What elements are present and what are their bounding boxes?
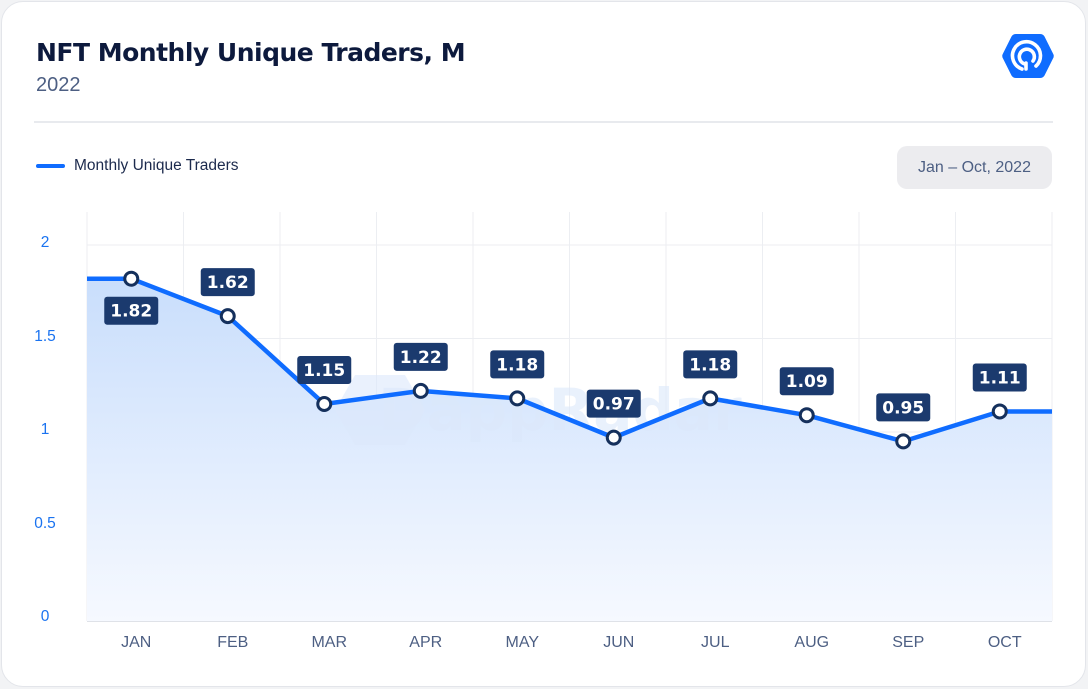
data-label-box: [200, 268, 255, 297]
series-line: [87, 276, 1052, 444]
data-label-box: [586, 389, 641, 418]
legend-item[interactable]: Monthly Unique Traders: [36, 157, 239, 175]
y-tick-label: 1.5: [34, 327, 56, 345]
x-tick-label: SEP: [892, 634, 925, 651]
data-label-text: 1.15: [303, 361, 345, 381]
data-point[interactable]: [412, 382, 429, 399]
data-point[interactable]: [895, 433, 912, 450]
data-label-text: 1.09: [786, 372, 828, 392]
data-label-text: 0.95: [882, 398, 924, 418]
data-label-text: 0.97: [593, 395, 635, 415]
y-tick-label: 1: [40, 421, 50, 439]
data-label-box: [393, 342, 448, 371]
x-tick-label: MAR: [311, 634, 348, 651]
data-label-box: [297, 355, 352, 384]
data-point[interactable]: [219, 308, 236, 325]
data-label-box: [972, 363, 1027, 392]
x-tick-label: JAN: [121, 634, 152, 651]
data-label-text: 1.22: [400, 348, 442, 368]
data-point[interactable]: [798, 407, 815, 424]
data-point[interactable]: [316, 395, 333, 412]
y-tick-label: 0.5: [34, 514, 56, 532]
x-tick-label: MAY: [505, 634, 539, 651]
chart-title: NFT Monthly Unique Traders, M: [36, 38, 466, 67]
data-point[interactable]: [702, 390, 719, 407]
data-label-box: [876, 393, 931, 422]
date-range-badge[interactable]: Jan – Oct, 2022: [897, 146, 1052, 189]
data-label-box: [490, 350, 545, 379]
area-fill: [87, 278, 1052, 621]
data-point[interactable]: [123, 270, 140, 287]
x-tick-label: APR: [409, 634, 443, 651]
x-tick-label: OCT: [987, 634, 1022, 651]
data-label-text: 1.62: [207, 273, 249, 293]
data-label-text: 1.18: [496, 355, 538, 375]
x-tick-label: JUN: [603, 634, 635, 651]
x-tick-label: JUL: [701, 634, 730, 651]
data-point[interactable]: [605, 429, 622, 446]
chart-subtitle: 2022: [36, 74, 81, 96]
data-label-box: [779, 367, 834, 396]
data-point[interactable]: [509, 390, 526, 407]
legend-line-swatch: [36, 164, 65, 168]
data-label-box: [104, 296, 159, 325]
data-point[interactable]: [991, 403, 1008, 420]
x-tick-label: FEB: [217, 634, 249, 651]
legend-label: Monthly Unique Traders: [74, 157, 239, 174]
y-tick-label: 2: [40, 234, 50, 252]
y-tick-label: 0: [40, 608, 50, 625]
data-label-text: 1.18: [689, 355, 731, 375]
x-tick-label: AUG: [794, 634, 830, 651]
data-label-text: 1.82: [110, 302, 152, 322]
header-divider: [34, 121, 1053, 123]
data-label-box: [683, 350, 738, 379]
data-label-text: 1.11: [979, 368, 1021, 388]
dappradar-logo-icon: [1002, 34, 1054, 78]
